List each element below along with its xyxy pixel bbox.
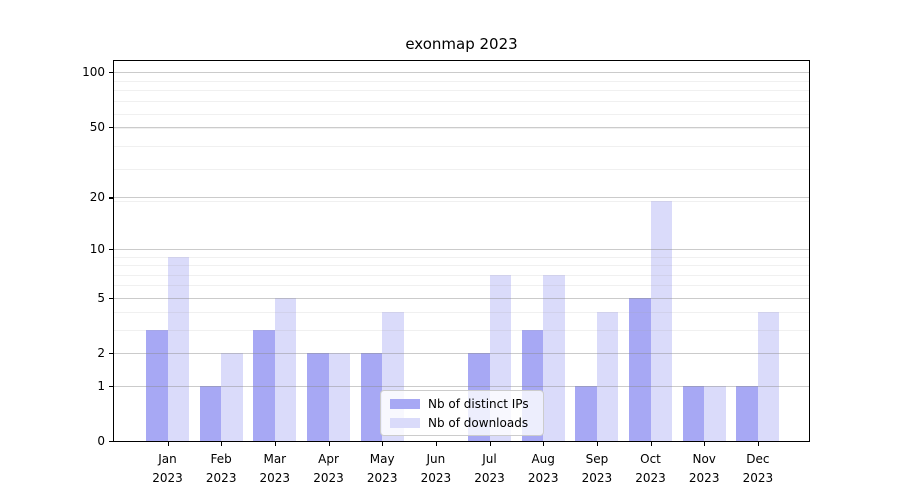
x-tick-mark — [489, 442, 491, 446]
bar-distinct-ips — [575, 385, 597, 441]
bar-distinct-ips — [682, 385, 705, 441]
y-tick-label: 20 — [89, 190, 105, 205]
x-tick-label: Feb 2023 — [205, 452, 237, 485]
x-tick-label: Jun 2023 — [420, 452, 452, 485]
plot-area — [113, 60, 810, 442]
x-tick-mark — [543, 442, 545, 446]
x-tick-mark — [757, 442, 760, 446]
x-tick-label: Nov 2023 — [688, 452, 720, 485]
x-tick-mark — [221, 442, 223, 446]
bar-downloads — [274, 297, 297, 441]
x-tick-label: Dec 2023 — [742, 452, 774, 485]
y-tick-mark — [109, 441, 113, 443]
x-tick-mark — [704, 442, 706, 446]
distinct-ips-swatch — [390, 398, 420, 409]
legend: Nb of distinct IPs Nb of downloads — [380, 390, 544, 436]
bars-layer — [114, 61, 809, 441]
y-tick-label: 10 — [89, 242, 105, 257]
y-tick-label: 50 — [89, 119, 105, 134]
bar-distinct-ips — [307, 353, 329, 441]
bar-distinct-ips — [360, 353, 383, 441]
y-tick-label: 100 — [82, 64, 105, 79]
x-tick-mark — [650, 442, 652, 446]
y-tick-label: 2 — [97, 346, 105, 361]
downloads-swatch — [390, 417, 420, 428]
y-tick-label: 0 — [97, 434, 105, 448]
bar-downloads — [167, 256, 189, 441]
bar-downloads — [328, 353, 350, 441]
y-tick-mark — [109, 71, 113, 73]
bar-distinct-ips — [736, 385, 758, 441]
y-tick-mark — [109, 126, 113, 128]
x-tick-mark — [274, 442, 276, 446]
x-tick-label: May 2023 — [366, 452, 398, 485]
x-tick-mark — [167, 442, 169, 446]
y-tick-label: 5 — [97, 290, 105, 305]
x-tick-mark — [596, 442, 599, 446]
bar-downloads — [757, 312, 780, 441]
x-tick-label: Aug 2023 — [527, 452, 559, 485]
bar-downloads — [596, 312, 619, 441]
x-tick-label: Sep 2023 — [581, 452, 613, 485]
bar-distinct-ips — [629, 297, 651, 441]
y-tick-label: 1 — [97, 378, 105, 393]
legend-item-distinct-ips: Nb of distinct IPs — [390, 397, 534, 411]
bar-distinct-ips — [253, 330, 275, 441]
x-tick-label: Apr 2023 — [313, 452, 344, 485]
x-tick-mark — [382, 442, 384, 446]
x-tick-label: Jan 2023 — [152, 452, 183, 485]
bar-downloads — [543, 274, 565, 441]
bar-distinct-ips — [146, 330, 168, 441]
y-tick-mark — [109, 353, 113, 355]
y-tick-mark — [109, 249, 113, 251]
x-tick-label: Mar 2023 — [259, 452, 291, 485]
bar-distinct-ips — [199, 385, 222, 441]
x-tick-mark — [435, 442, 438, 446]
bar-downloads — [221, 353, 243, 441]
x-tick-label: Jul 2023 — [474, 452, 505, 485]
bar-downloads — [650, 201, 672, 441]
x-tick-label: Oct 2023 — [635, 452, 666, 485]
x-tick-mark — [328, 442, 330, 446]
y-tick-mark — [109, 197, 113, 199]
y-tick-mark — [109, 297, 113, 299]
legend-label: Nb of distinct IPs — [428, 396, 529, 411]
legend-label: Nb of downloads — [428, 415, 529, 430]
chart-title: exonmap 2023 — [405, 35, 518, 53]
bar-downloads — [704, 385, 726, 441]
y-tick-mark — [109, 385, 113, 387]
legend-item-downloads: Nb of downloads — [390, 416, 534, 430]
